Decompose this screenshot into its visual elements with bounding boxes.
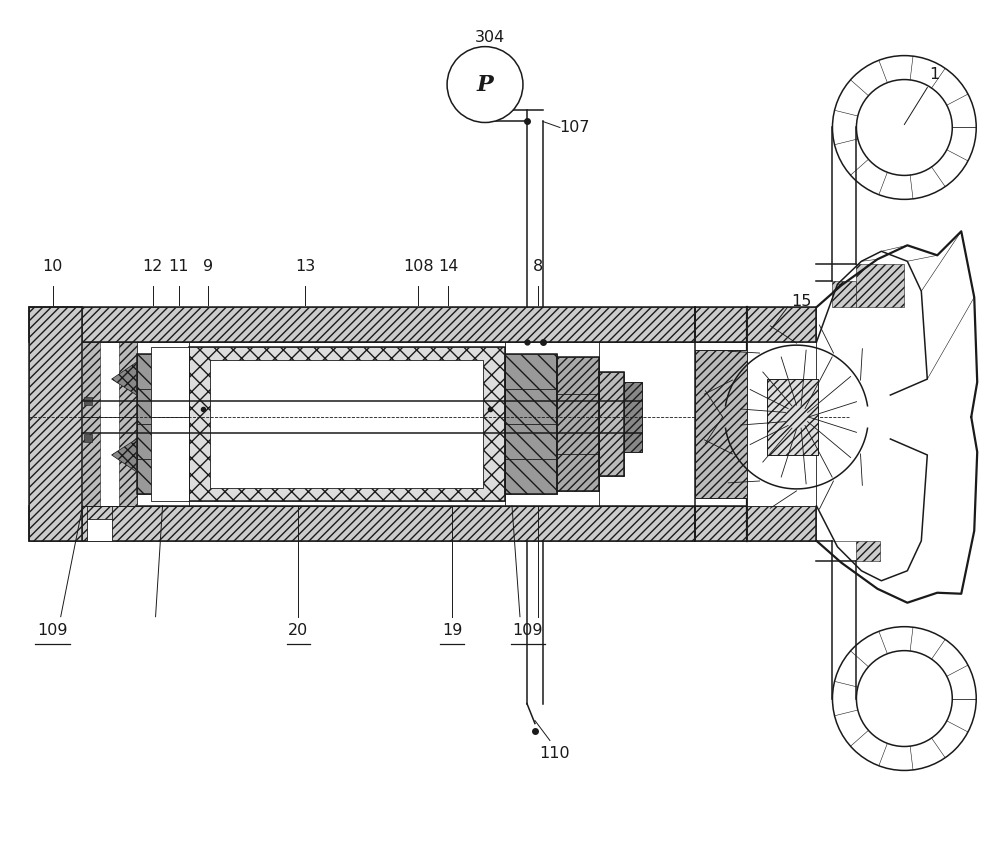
Bar [29, 308, 82, 541]
Bar [695, 350, 747, 498]
Bar [599, 372, 624, 476]
Circle shape [832, 627, 976, 771]
Text: P: P [477, 74, 493, 95]
Bar [599, 372, 624, 476]
Text: 14: 14 [438, 259, 458, 274]
Text: 11: 11 [168, 259, 189, 274]
Bar [84, 434, 92, 442]
Bar [119, 342, 137, 506]
Text: 107: 107 [560, 120, 590, 135]
Polygon shape [557, 362, 582, 395]
Bar [505, 354, 557, 494]
Bar [137, 354, 189, 494]
Bar [624, 382, 642, 452]
Circle shape [832, 56, 976, 199]
Bar [747, 506, 816, 541]
Polygon shape [112, 439, 137, 472]
Bar [767, 379, 818, 455]
Text: 20: 20 [288, 623, 308, 638]
Bar [856, 541, 880, 561]
Bar [557, 357, 599, 490]
Bar [695, 506, 747, 541]
Bar [82, 342, 100, 506]
Bar [137, 354, 189, 494]
Bar [747, 506, 816, 541]
Bar [747, 308, 816, 342]
Text: 12: 12 [142, 259, 163, 274]
Circle shape [856, 80, 952, 175]
Bar [29, 506, 695, 541]
Bar [29, 506, 695, 541]
Text: 15: 15 [791, 294, 812, 308]
Text: 8: 8 [533, 259, 543, 274]
Text: 110: 110 [540, 746, 570, 761]
Bar [210, 360, 483, 488]
Bar [695, 506, 747, 541]
Bar [84, 397, 92, 405]
Bar [505, 354, 557, 494]
Polygon shape [557, 439, 582, 472]
Text: 108: 108 [403, 259, 433, 274]
Bar [856, 265, 904, 308]
Text: 109: 109 [513, 623, 543, 638]
Text: 1: 1 [929, 67, 939, 82]
Circle shape [856, 650, 952, 746]
Bar [82, 342, 137, 506]
Circle shape [447, 46, 523, 123]
Bar [695, 350, 747, 498]
Bar [87, 519, 112, 541]
Bar [695, 308, 747, 342]
Text: 9: 9 [203, 259, 214, 274]
Bar [29, 308, 695, 342]
Bar [557, 357, 599, 490]
Bar [767, 379, 818, 455]
Text: 304: 304 [475, 30, 505, 46]
Text: 10: 10 [43, 259, 63, 274]
Bar [29, 308, 82, 541]
Bar [695, 308, 747, 342]
Bar [189, 347, 505, 501]
Bar [832, 281, 856, 308]
Bar [624, 382, 642, 452]
Bar [747, 308, 816, 342]
Text: 19: 19 [442, 623, 462, 638]
Bar [29, 308, 695, 342]
Bar [189, 347, 505, 501]
Bar [747, 342, 816, 506]
Text: 13: 13 [295, 259, 315, 274]
Text: 109: 109 [37, 623, 68, 638]
Polygon shape [112, 362, 137, 395]
Bar [151, 347, 189, 501]
